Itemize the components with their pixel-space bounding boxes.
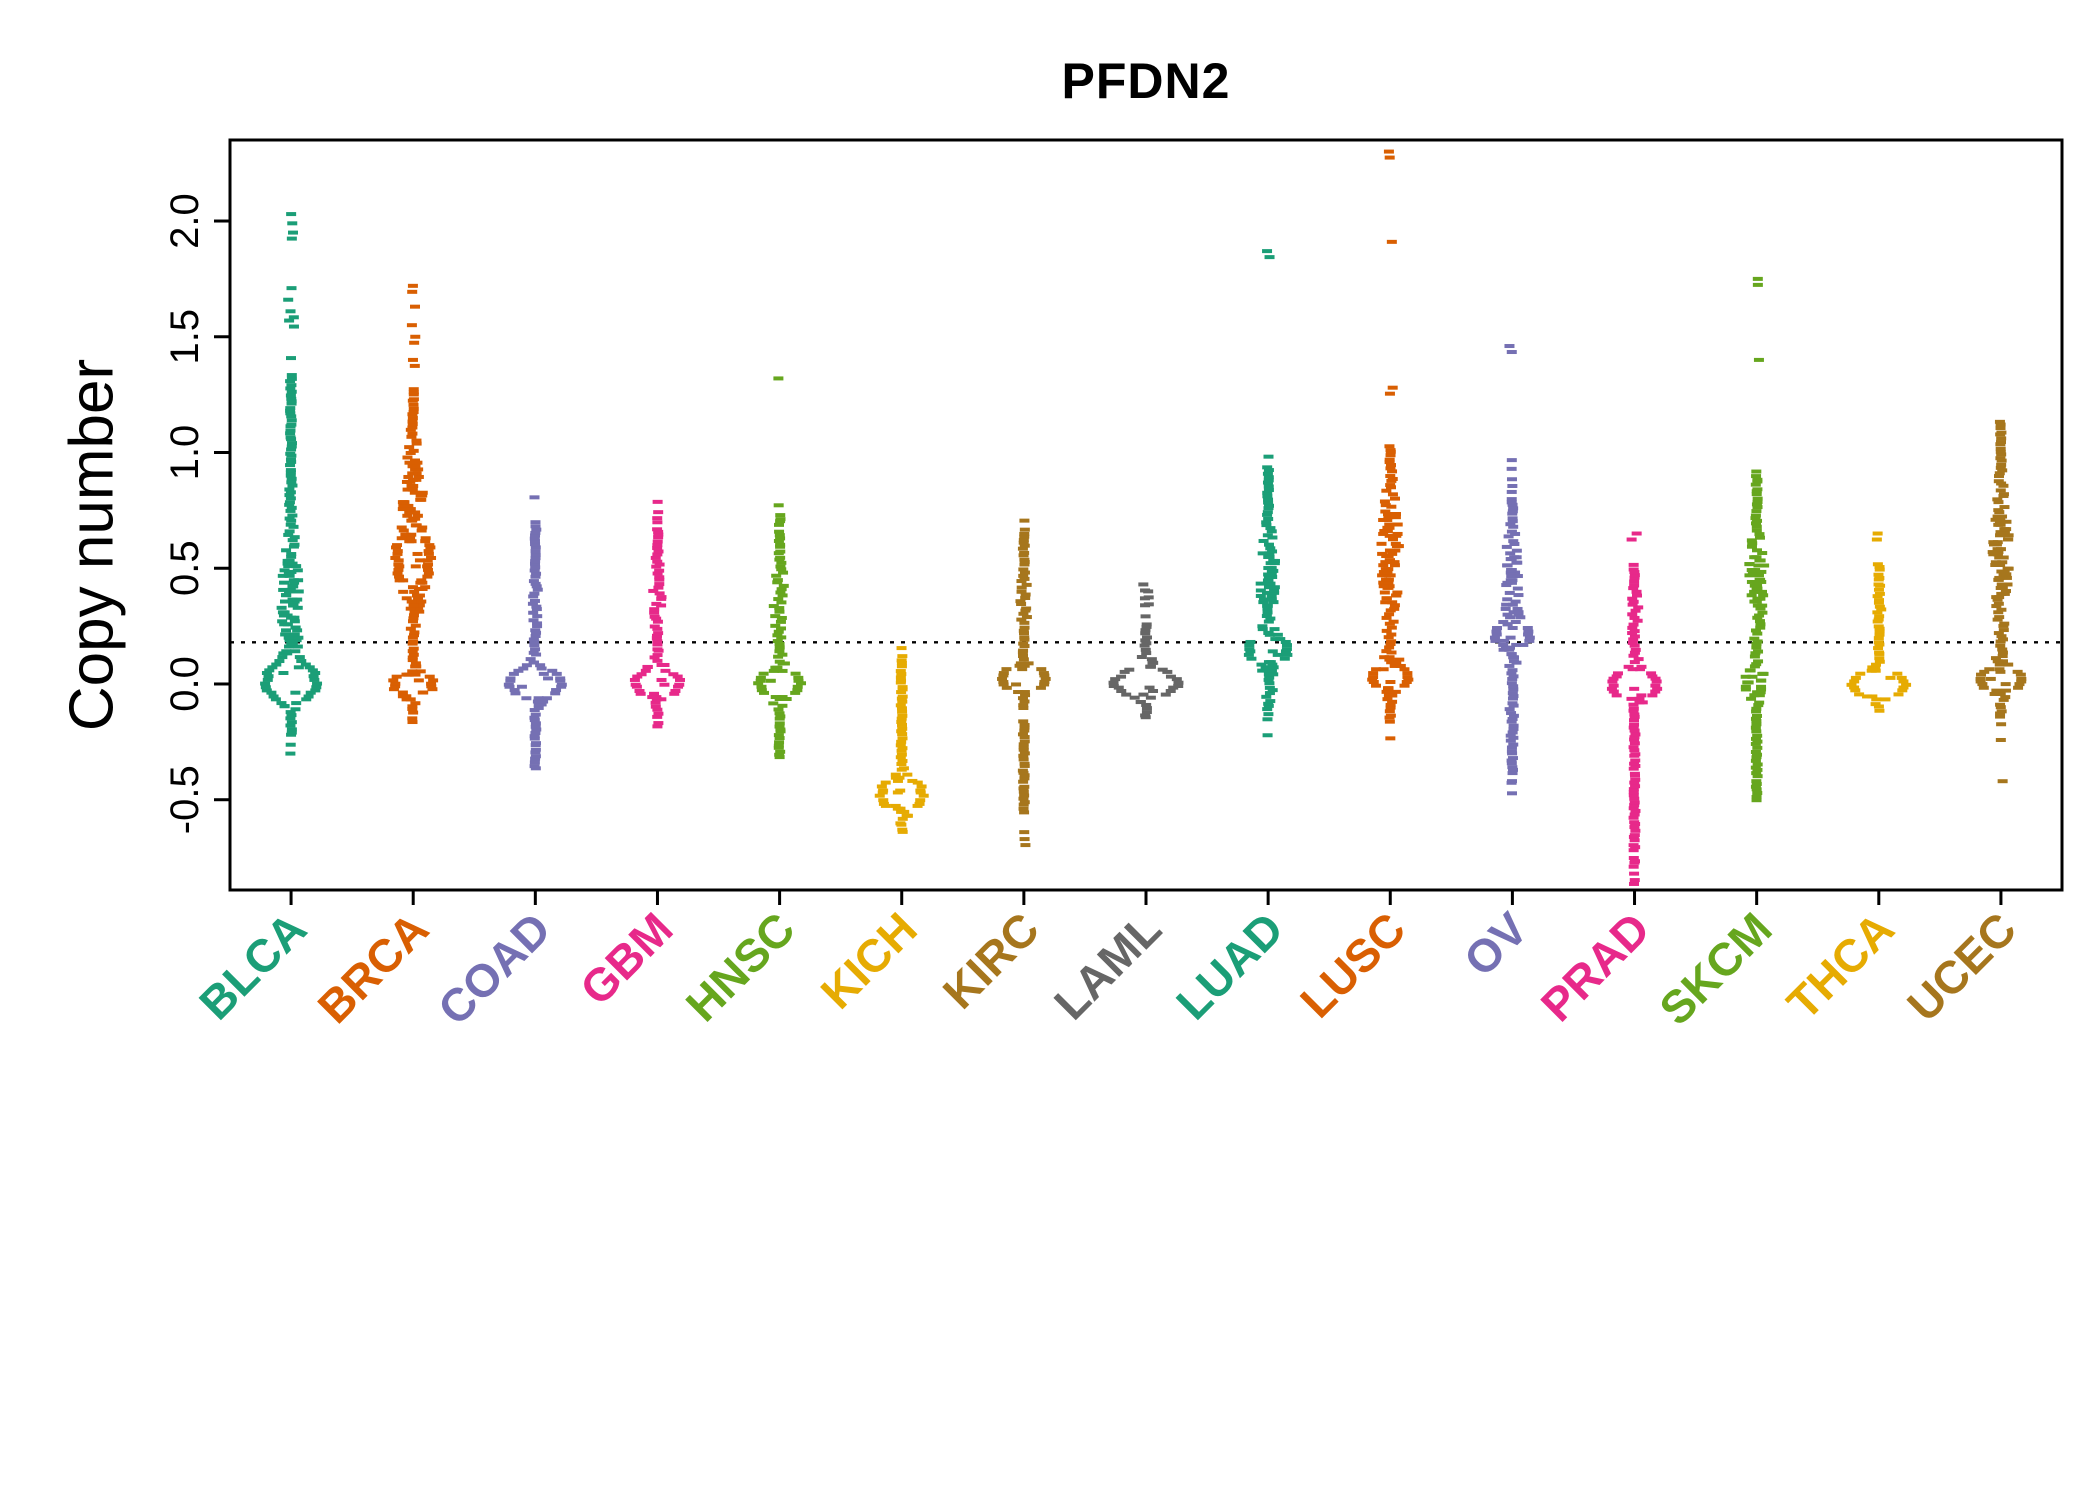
x-axis-label-thca: THCA [1777, 902, 1904, 1029]
x-axis-label-prad: PRAD [1531, 902, 1660, 1031]
violin-ov [1489, 344, 1535, 796]
x-axis-label-laml: LAML [1044, 902, 1171, 1029]
violin-luad [1243, 249, 1293, 738]
plot-border [228, 138, 2064, 892]
violin-laml [1108, 582, 1184, 720]
violin-brca [388, 283, 439, 725]
x-axis-label-coad: COAD [428, 902, 561, 1035]
x-axis-label-skcm: SKCM [1649, 902, 1782, 1035]
violin-thca [1846, 531, 1912, 713]
violin-gbm [629, 499, 686, 729]
violin-hnsc [753, 376, 807, 760]
x-axis-label-ucec: UCEC [1897, 902, 2026, 1031]
x-axis-label-kich: KICH [811, 902, 927, 1018]
y-axis-label: Copy number [57, 358, 127, 732]
y-tick-label: 0.0 [163, 656, 207, 712]
y-tick-label: 2.0 [163, 193, 207, 249]
x-axis-label-ov: OV [1454, 902, 1538, 986]
x-axis-label-brca: BRCA [308, 902, 439, 1033]
x-axis-label-hnsc: HNSC [676, 902, 805, 1031]
chart-title: PFDN2 [1061, 53, 1231, 109]
violin-prad [1606, 531, 1663, 886]
violin-kich [874, 646, 929, 834]
x-axis-label-luad: LUAD [1166, 902, 1293, 1029]
violin-lusc [1367, 149, 1414, 741]
x-axis-label-gbm: GBM [570, 902, 683, 1015]
x-axis-label-blca: BLCA [189, 902, 316, 1029]
violin-skcm [1740, 276, 1770, 803]
y-tick-label: -0.5 [163, 765, 207, 834]
violin-ucec [1975, 419, 2027, 784]
y-tick-label: 0.5 [163, 540, 207, 596]
violin-blca [260, 212, 323, 756]
violin-coad [503, 495, 567, 771]
x-axis-label-kirc: KIRC [933, 902, 1049, 1018]
violin-kirc [997, 518, 1051, 848]
y-tick-label: 1.5 [163, 309, 207, 365]
x-axis-label-lusc: LUSC [1290, 902, 1415, 1027]
y-tick-label: 1.0 [163, 425, 207, 481]
